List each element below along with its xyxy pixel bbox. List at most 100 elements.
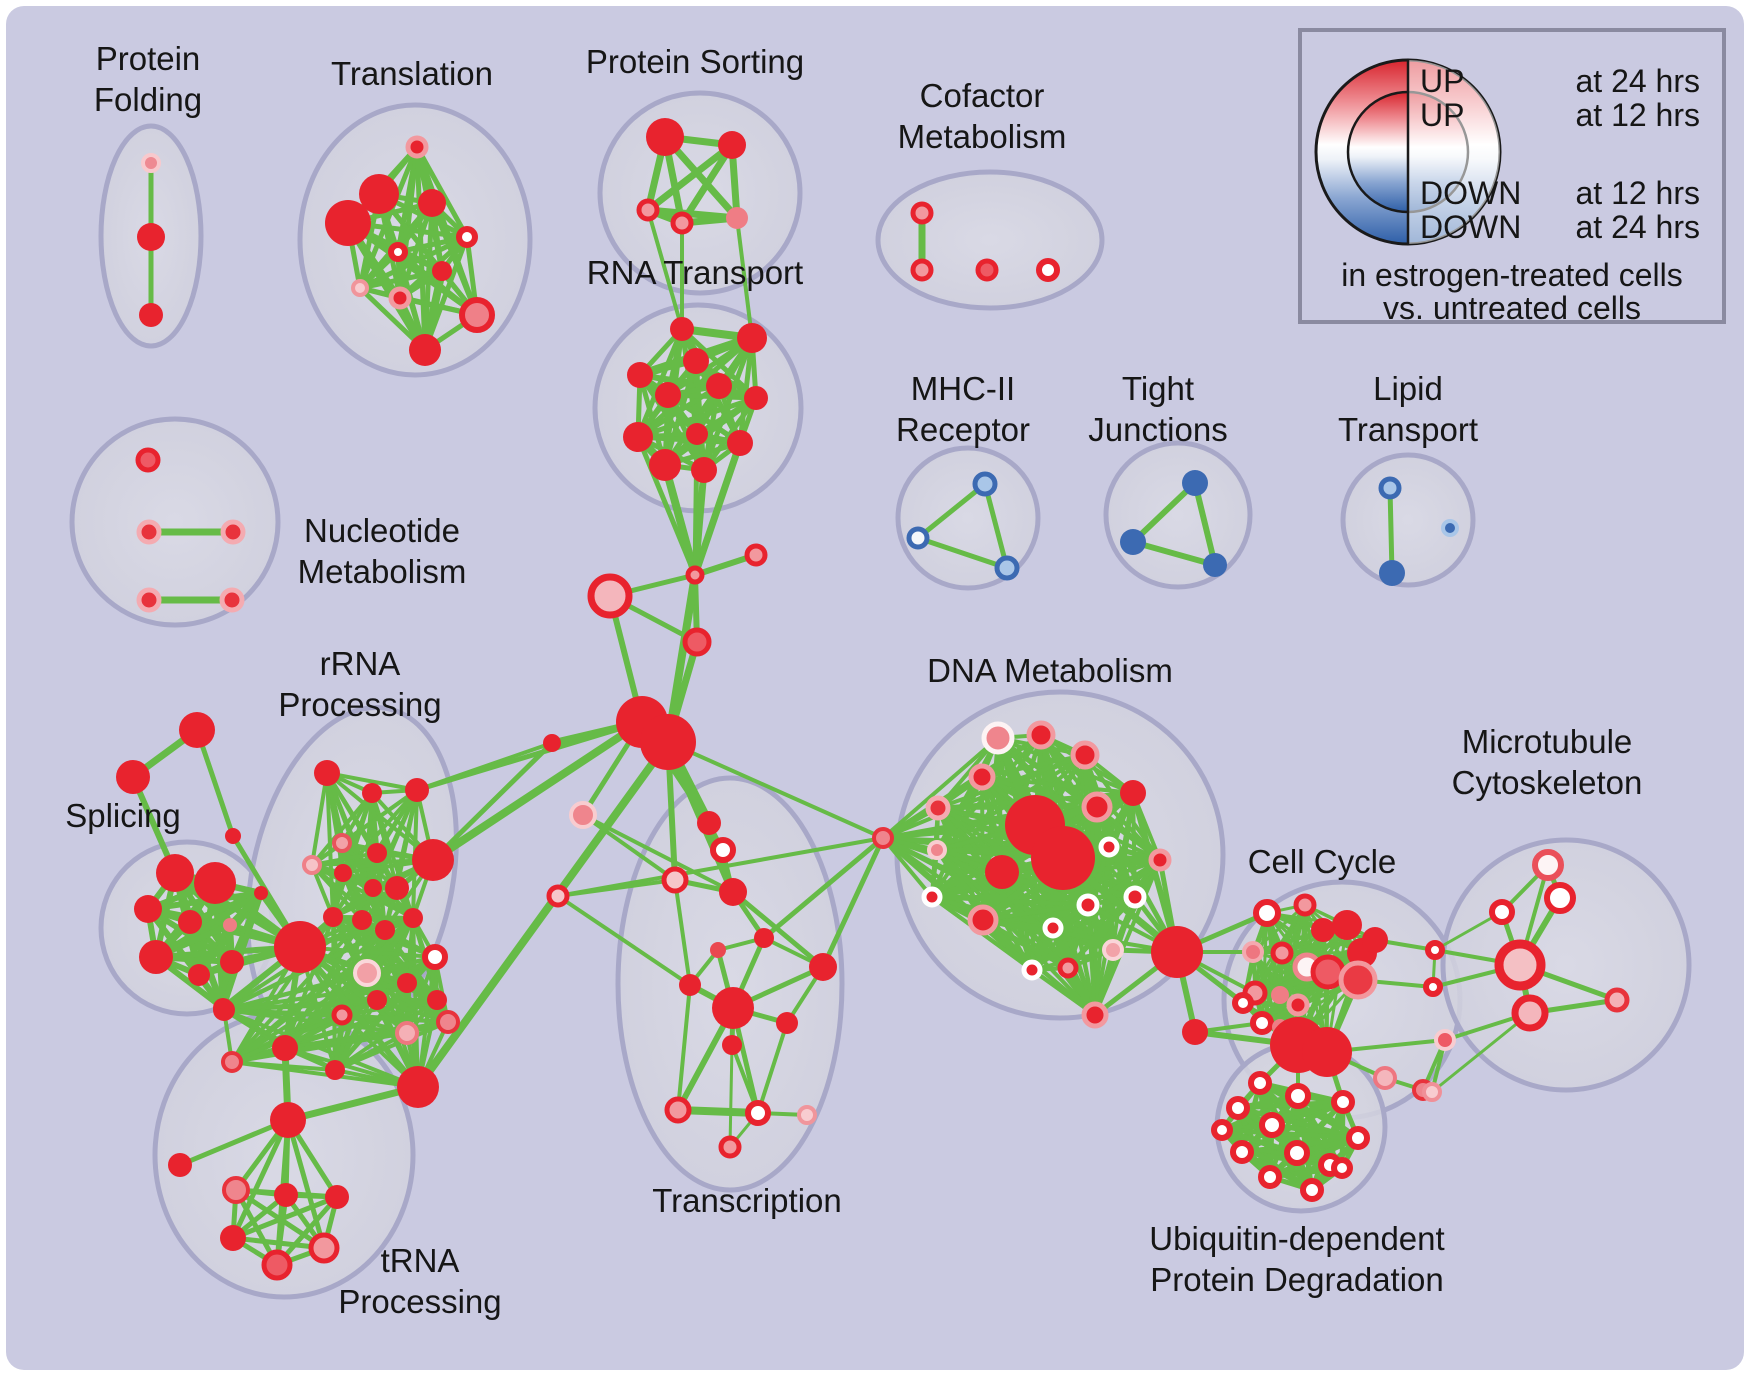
node-tr5 (456, 226, 478, 248)
edge-d18-d22 (1030, 895, 1137, 972)
node-mt5 (1494, 939, 1546, 991)
label-translation: Translation (331, 55, 493, 92)
node-u5 (1259, 1112, 1285, 1138)
cluster-nucleotide-metabolism (69, 416, 281, 628)
legend-time-1: at 12 hrs (1575, 97, 1700, 133)
node-x8 (754, 928, 774, 948)
edge-r2-r5 (310, 791, 374, 867)
node-d10 (985, 855, 1019, 889)
label-protein-folding-line2: Folding (94, 81, 202, 118)
node-r24 (395, 1021, 419, 1045)
edge-r1-r13 (325, 771, 387, 932)
edge-r22-r23 (333, 998, 379, 1072)
node-d4 (968, 763, 996, 791)
node-ch2 (1302, 1027, 1352, 1077)
label-protein-sorting: Protein Sorting (586, 43, 804, 80)
node-s8 (220, 950, 244, 974)
node-s7 (223, 918, 237, 932)
edge-mh2-mh3 (915, 535, 1010, 571)
label-cofactor-metabolism-line1: Cofactor (920, 77, 1045, 114)
node-c3 (1311, 918, 1335, 942)
node-ps2 (718, 131, 746, 159)
edge-ps2-ps4 (678, 141, 736, 227)
node-r12 (352, 910, 372, 930)
node-tr1 (405, 135, 429, 159)
node-c11 (1338, 960, 1378, 1000)
edge-c2-c7 (1251, 903, 1307, 954)
edge-r23-r26 (375, 998, 450, 1024)
node-c7 (1242, 941, 1264, 963)
node-u1 (1248, 1071, 1272, 1095)
node-d13 (927, 840, 947, 860)
node-d12 (1148, 848, 1172, 872)
edge-tr4-tr11 (344, 219, 429, 354)
node-u7 (1230, 1140, 1254, 1164)
edge-c1-c17 (1265, 911, 1282, 1029)
label-cell-cycle: Cell Cycle (1248, 843, 1397, 880)
node-r6 (367, 843, 387, 863)
node-u3 (1331, 1090, 1355, 1114)
edge-r22-r26 (333, 1020, 450, 1072)
node-d22 (1021, 959, 1043, 981)
node-x16 (797, 1105, 817, 1125)
node-sm (543, 734, 561, 752)
node-r7 (334, 864, 352, 882)
edge-r19-r23 (222, 998, 379, 1012)
node-mh2 (906, 526, 930, 550)
node-r9 (385, 876, 409, 900)
node-tri3 (225, 828, 241, 844)
node-d14 (921, 886, 943, 908)
node-mt2 (1544, 882, 1576, 914)
edge-lp1-lp2 (1387, 485, 1395, 576)
node-d3 (1070, 740, 1100, 770)
edge-d15-d21 (981, 918, 1070, 970)
node-d5 (925, 795, 951, 821)
edge-bh-d7 (1094, 804, 1180, 955)
edge-t5-t6 (230, 1194, 340, 1241)
cluster-labels: Protein Folding Translation Protein Sorting… (65, 40, 1642, 1320)
node-shub (274, 921, 326, 973)
node-u4 (1226, 1096, 1250, 1120)
node-tr7 (432, 261, 452, 281)
node-x13 (722, 1035, 742, 1055)
node-n6 (655, 382, 681, 408)
label-lipid-transport-line1: Lipid (1373, 370, 1443, 407)
node-x17 (718, 1135, 742, 1159)
edge-ps5-n2 (735, 216, 754, 340)
node-tr6 (388, 242, 408, 262)
edge-n7-n12 (701, 395, 759, 473)
node-nm2 (136, 519, 162, 545)
node-s1 (156, 854, 194, 892)
label-transcription: Transcription (652, 1182, 842, 1219)
edge-tj1-tj2 (1130, 480, 1198, 545)
edge-xb-x10 (556, 894, 692, 987)
node-pf2 (137, 223, 165, 251)
edge-x10-x14 (676, 983, 692, 1112)
node-lp1 (1378, 476, 1402, 500)
label-trna-processing-line1: tRNA (381, 1242, 460, 1279)
node-tj2 (1120, 529, 1146, 555)
label-mhc-ii-receptor-line1: MHC-II (911, 370, 1015, 407)
node-n10 (727, 430, 753, 456)
node-r21 (221, 1051, 243, 1073)
node-mt3 (1489, 899, 1515, 925)
edge-shub-r27 (297, 944, 421, 1090)
edge-d16-d22 (1030, 903, 1090, 972)
node-d23 (1081, 1001, 1109, 1029)
node-x7 (710, 942, 726, 958)
node-mt8 (1604, 987, 1630, 1013)
label-rrna-processing-line2: Processing (278, 686, 441, 723)
node-u10 (1258, 1165, 1282, 1189)
label-lipid-transport-line2: Transport (1338, 411, 1478, 448)
legend-time-0: at 24 hrs (1575, 63, 1700, 99)
edge-d4-d7 (980, 775, 1099, 809)
node-xb (546, 884, 570, 908)
node-c15 (1250, 1011, 1274, 1035)
node-ps5 (726, 207, 748, 229)
node-mt6 (1423, 977, 1443, 997)
edge-mt7-mt10 (1430, 1011, 1532, 1094)
label-nucleotide-metabolism-line2: Metabolism (298, 553, 467, 590)
node-nm1 (135, 447, 161, 473)
label-trna-processing-line2: Processing (338, 1283, 501, 1320)
